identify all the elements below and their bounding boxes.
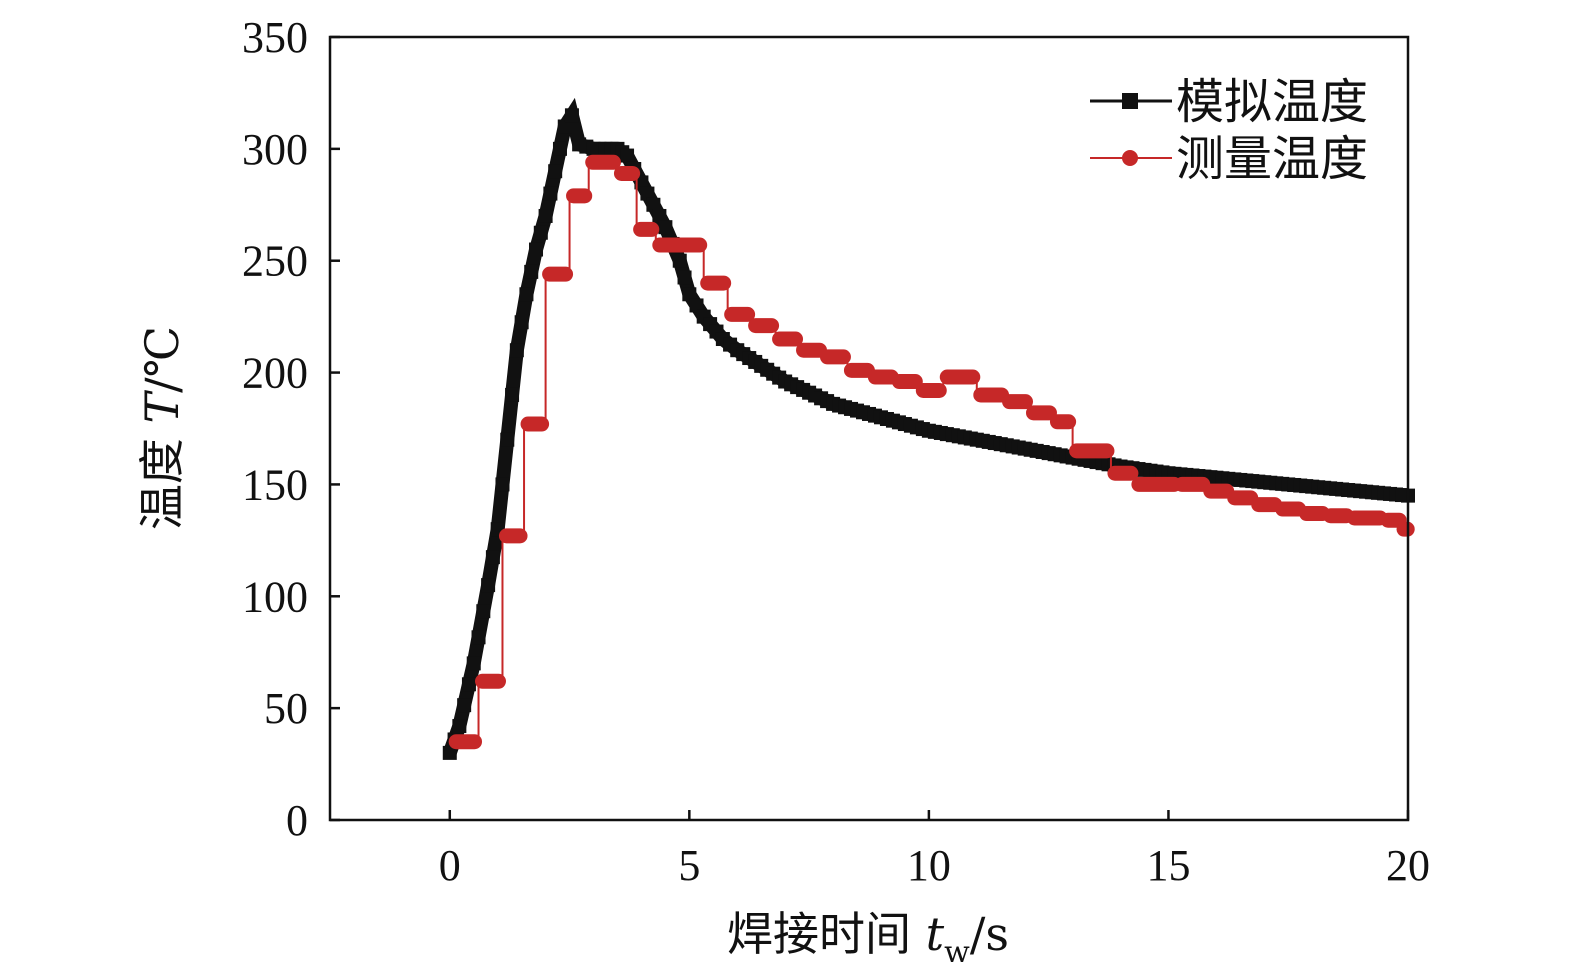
y-tick-label: 350 — [242, 13, 308, 62]
x-tick-label: 20 — [1386, 841, 1430, 890]
plot-frame — [328, 35, 1410, 822]
simulated-point — [620, 148, 635, 163]
simulated-point — [442, 745, 457, 760]
simulated-point — [564, 108, 579, 123]
simulated-point — [505, 387, 520, 402]
simulated-point — [457, 698, 472, 713]
legend-marker-simulated — [1122, 93, 1138, 109]
simulated-point — [689, 298, 704, 313]
plot-marks — [442, 97, 1415, 760]
y-tick-label: 150 — [242, 460, 308, 509]
legend-marker-measured — [1122, 150, 1138, 166]
x-tick-label: 5 — [678, 841, 700, 890]
simulated-point — [452, 719, 467, 734]
simulated-point — [634, 175, 649, 190]
simulated-point — [529, 242, 544, 257]
simulated-point — [548, 164, 563, 179]
y-tick-label: 0 — [286, 796, 308, 845]
simulated-point — [519, 287, 534, 302]
simulated-point — [652, 208, 667, 223]
legend: 模拟温度 测量温度 — [1090, 74, 1368, 187]
simulated-point — [677, 270, 692, 285]
y-tick-label: 200 — [242, 349, 308, 398]
simulated-point — [500, 432, 515, 447]
simulated-point — [471, 630, 486, 645]
simulated-point — [658, 220, 673, 235]
simulated-point — [509, 343, 524, 358]
y-tick-label: 50 — [264, 684, 308, 733]
y-tick-label: 300 — [242, 125, 308, 174]
x-tick-label: 15 — [1146, 841, 1190, 890]
simulated-point — [543, 186, 558, 201]
measured-series-line — [452, 161, 1408, 743]
simulated-point — [682, 287, 697, 302]
simulated-point — [485, 550, 500, 565]
simulated-point — [640, 186, 655, 201]
simulated-point — [533, 225, 548, 240]
x-axis-label: 焊接时间 tw/s — [727, 907, 1009, 970]
x-tick-label: 10 — [907, 841, 951, 890]
simulated-point — [461, 677, 476, 692]
simulated-point — [646, 197, 661, 212]
simulated-point — [524, 264, 539, 279]
simulated-point — [557, 119, 572, 134]
simulated-point — [552, 141, 567, 156]
y-tick-label: 250 — [242, 237, 308, 286]
y-axis-label: 温度 T/℃ — [135, 326, 189, 530]
x-tick-label: 0 — [439, 841, 461, 890]
legend-label-measured: 测量温度 — [1176, 131, 1368, 187]
simulated-point — [481, 578, 496, 593]
simulated-point — [466, 656, 481, 671]
y-tick-label: 100 — [242, 572, 308, 621]
simulated-point — [672, 253, 687, 268]
legend-label-simulated: 模拟温度 — [1176, 74, 1368, 130]
simulated-point — [514, 315, 529, 330]
simulated-point — [476, 604, 491, 619]
simulated-point — [495, 477, 510, 492]
simulated-point — [538, 208, 553, 223]
